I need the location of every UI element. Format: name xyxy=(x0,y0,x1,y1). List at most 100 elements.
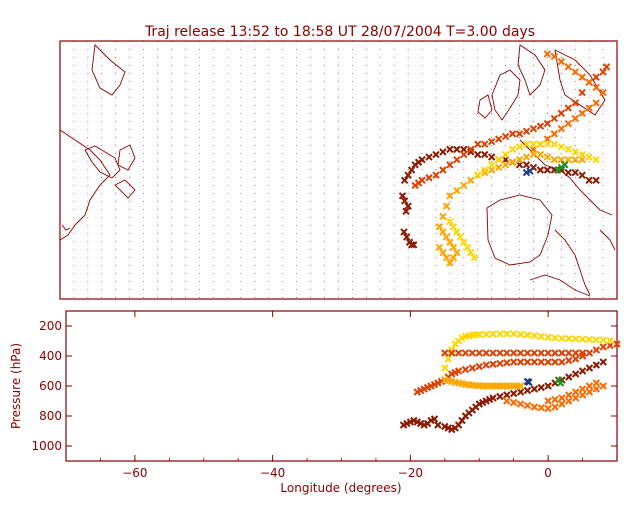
map-point xyxy=(592,176,600,185)
pressure-point xyxy=(606,336,614,345)
coastline xyxy=(61,224,71,231)
pressure-point xyxy=(489,330,497,338)
coastline xyxy=(477,94,493,119)
coastline xyxy=(529,274,591,297)
pressure-point xyxy=(523,401,532,410)
pressure-point xyxy=(509,349,518,357)
map-point xyxy=(446,238,454,246)
map-grid xyxy=(59,41,618,299)
map-point xyxy=(446,145,454,154)
pressure-point xyxy=(537,383,545,392)
pressure-point xyxy=(530,332,539,340)
map-point xyxy=(571,155,579,164)
pressure-point xyxy=(558,400,566,408)
pressure-point xyxy=(571,355,580,363)
x-tick-label: 0 xyxy=(544,466,552,480)
pressure-point xyxy=(613,340,621,348)
pressure-point xyxy=(599,382,607,390)
pressure-point xyxy=(592,336,601,344)
y-tick-label: 600 xyxy=(39,379,62,393)
y-tick-label: 200 xyxy=(39,319,62,333)
map-point xyxy=(442,254,451,262)
map-point xyxy=(400,176,409,185)
pressure-point xyxy=(585,335,594,344)
pressure-point xyxy=(585,382,594,390)
map-point xyxy=(432,171,440,179)
map-point xyxy=(585,153,593,161)
map-point xyxy=(599,68,607,76)
pressure-point xyxy=(523,386,532,395)
pressure-point xyxy=(585,349,594,357)
map-point xyxy=(578,73,586,81)
pressure-point xyxy=(551,403,559,411)
map-point xyxy=(425,153,433,161)
map-point xyxy=(474,171,482,179)
map-point xyxy=(449,243,458,252)
map-point xyxy=(442,233,451,241)
map-point xyxy=(460,238,468,246)
pressure-point xyxy=(565,356,573,365)
pressure-point xyxy=(475,362,483,371)
y-tick-label: 800 xyxy=(39,409,62,423)
pressure-point xyxy=(503,349,511,357)
pressure-point xyxy=(578,349,587,357)
map-point xyxy=(515,143,524,151)
map-point xyxy=(487,153,496,161)
pressure-point xyxy=(523,358,532,366)
map-point xyxy=(592,99,600,107)
pressure-point xyxy=(592,346,601,354)
map-point xyxy=(398,192,407,200)
map-point xyxy=(561,161,569,169)
pressure-point xyxy=(558,358,566,366)
pressure-point xyxy=(489,360,497,368)
pressure-point xyxy=(516,382,525,390)
map-point xyxy=(453,145,461,154)
map-point xyxy=(550,140,559,148)
map-point xyxy=(536,122,545,130)
pressure-trajectory-points xyxy=(399,330,621,434)
map-point xyxy=(543,50,552,58)
pressure-point xyxy=(468,364,477,372)
map-point xyxy=(550,130,559,138)
map-point xyxy=(522,161,531,169)
pressure-point xyxy=(565,397,573,405)
pressure-point xyxy=(516,388,525,396)
map-point xyxy=(481,150,489,159)
pressure-point xyxy=(565,349,573,357)
coastline xyxy=(599,229,616,251)
map-point xyxy=(529,125,538,133)
pressure-point xyxy=(578,367,587,375)
pressure-point xyxy=(592,379,601,387)
pressure-point xyxy=(551,395,559,404)
map-point xyxy=(487,137,496,146)
pressure-point xyxy=(537,358,545,366)
map-point xyxy=(564,168,572,177)
map-point xyxy=(449,254,458,262)
pressure-point xyxy=(537,404,545,412)
map-point xyxy=(543,153,552,161)
map-point xyxy=(453,228,461,236)
map-point xyxy=(508,145,517,154)
pressure-point xyxy=(496,330,504,338)
map-point xyxy=(439,228,447,236)
map-point xyxy=(501,161,510,169)
map-point xyxy=(435,223,444,231)
pressure-point xyxy=(523,349,532,357)
pressure-point xyxy=(509,389,518,398)
map-point xyxy=(522,140,531,148)
pressure-point xyxy=(551,358,559,366)
pressure-point xyxy=(578,335,587,343)
map-point xyxy=(439,166,447,174)
pressure-point xyxy=(454,349,463,357)
map-point xyxy=(481,168,489,177)
map-point xyxy=(599,88,607,97)
pressure-point xyxy=(441,349,449,357)
map-point xyxy=(453,248,461,257)
x-tick-label: −40 xyxy=(260,466,285,480)
pressure-point xyxy=(530,385,539,393)
pressure-point xyxy=(571,349,580,357)
pressure-point xyxy=(503,397,511,405)
pressure-point xyxy=(489,394,497,402)
map-point xyxy=(463,243,472,252)
pressure-point xyxy=(447,349,456,357)
